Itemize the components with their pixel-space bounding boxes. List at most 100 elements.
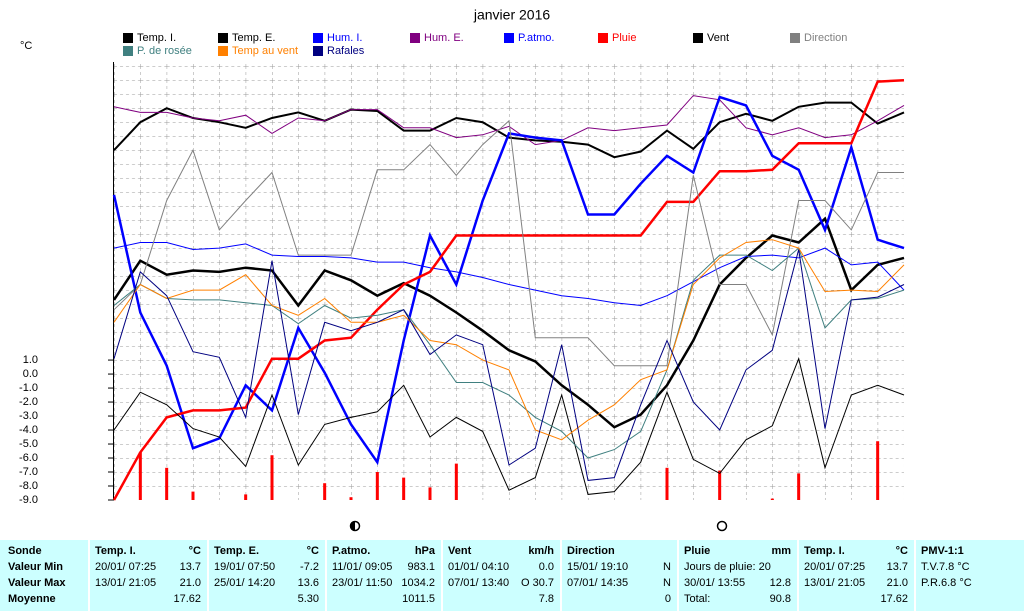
series-line [112, 78, 905, 501]
legend-swatch [504, 33, 514, 43]
legend-label: P.atmo. [518, 32, 555, 44]
group-name: Direction [567, 545, 615, 557]
legend-label: P. de rosée [137, 45, 192, 57]
group-unit: km/h [528, 545, 554, 557]
group-name: Temp. E. [214, 545, 260, 557]
stat-value: T.V.7.8 °C [921, 561, 970, 573]
rain-bar [270, 455, 274, 500]
legend-swatch [123, 33, 133, 43]
stats-group: PMV-1:1 T.V.7.8 °C P.R.6.8 °C [914, 540, 1024, 611]
stat-value: 1034.2 [401, 577, 435, 589]
rain-bar [402, 477, 406, 500]
y-tick-label: -3.0 [19, 410, 38, 422]
stat-value: 5.30 [297, 593, 319, 605]
group-unit: mm [771, 545, 791, 557]
rain-bar [454, 463, 458, 500]
series-line [113, 249, 905, 481]
y-tick-label: -5.0 [19, 438, 38, 450]
chart-title: janvier 2016 [473, 7, 550, 23]
legend-swatch [790, 33, 800, 43]
series-line [113, 242, 905, 307]
rain-bar [244, 494, 248, 500]
stat-value: 25/01/ 14:20 [214, 577, 276, 589]
series-line [113, 101, 905, 159]
stats-group: Pluie mm Jours de pluie: 20 30/01/ 13:55 12.… [677, 540, 797, 611]
group-name: Vent [448, 545, 472, 557]
stat-value: N [663, 561, 671, 573]
stat-value: 21.0 [179, 577, 201, 589]
rain-bar [665, 467, 669, 500]
stats-table: Sonde Valeur Min Valeur Max Moyenne Temp. I.… [0, 540, 1024, 611]
y-tick-label: -6.0 [19, 452, 38, 464]
rain-bar [323, 483, 327, 500]
row-label: Sonde [8, 545, 42, 557]
y-tick-label: -1.0 [19, 382, 38, 394]
legend-swatch [218, 33, 228, 43]
legend-label: Rafales [327, 45, 365, 57]
legend-label: Pluie [612, 32, 636, 44]
stat-value: 15/01/ 19:10 [567, 561, 629, 573]
legend-swatch [598, 33, 608, 43]
legend-label: Temp. I. [137, 32, 176, 44]
stat-value: 11/01/ 09:05 [332, 561, 393, 573]
stat-value: 17.62 [880, 593, 908, 605]
legend-swatch [218, 46, 228, 56]
legend-swatch [693, 33, 703, 43]
stat-value: 13/01/ 21:05 [95, 577, 157, 589]
row-label: Moyenne [8, 593, 56, 605]
group-name: Temp. I. [95, 545, 136, 557]
stat-value: O 30.7 [520, 577, 554, 589]
y-tick-label: -4.0 [19, 424, 38, 436]
stat-value: N [663, 577, 671, 589]
stat-value: 983.1 [407, 561, 435, 573]
series-line [113, 357, 905, 495]
stats-group: Temp. E. °C 19/01/ 07:50 -7.2 25/01/ 14:20 13… [207, 540, 325, 611]
series-line [113, 239, 905, 441]
legend-swatch [123, 46, 133, 56]
stat-value: 19/01/ 07:50 [214, 561, 276, 573]
legend-label: Temp. E. [232, 32, 275, 44]
rain-bar [138, 452, 142, 500]
stats-group: Temp. I. °C 20/01/ 07:25 13.7 13/01/ 21:05 21… [797, 540, 914, 611]
series-line [112, 216, 905, 429]
legend-label: Temp au vent [232, 45, 298, 57]
y-tick-label: -8.0 [19, 480, 38, 492]
stats-group: Temp. I. °C 20/01/ 07:25 13.7 13/01/ 21:05 21… [88, 540, 207, 611]
group-name: P.atmo. [332, 545, 371, 557]
stats-group: Direction 15/01/ 19:10 N 07/01/ 14:35 N 0 [560, 540, 677, 611]
stat-value: 7.8 [538, 593, 554, 605]
stat-value: 12.8 [769, 577, 791, 589]
grid [114, 62, 904, 500]
stat-value: 90.8 [769, 593, 791, 605]
stat-value: 13.7 [179, 561, 201, 573]
chart: janvier 2016 °C -9.0 -8.0 -7.0 -6.0 -5.0 -4.0… [19, 7, 905, 532]
stats-group: P.atmo. hPa 11/01/ 09:05 983.1 23/01/ 11:50 1… [325, 540, 441, 611]
stat-value: Jours de pluie: 20 [684, 561, 771, 573]
rain-bar [428, 487, 432, 500]
stat-value: 20/01/ 07:25 [804, 561, 866, 573]
legend-label: Hum. I. [327, 32, 362, 44]
moon-full [716, 520, 728, 532]
series-line [113, 247, 905, 459]
stat-value: 01/01/ 04:10 [448, 561, 510, 573]
legend-label: Direction [804, 32, 847, 44]
legend-swatch [410, 33, 420, 43]
rain-bar [718, 470, 722, 500]
row-label: Valeur Min [8, 561, 64, 573]
stat-value: 0 [664, 593, 671, 605]
group-name: PMV-1:1 [921, 545, 964, 557]
y-tick-label: -7.0 [19, 466, 38, 478]
stat-value: -7.2 [300, 561, 319, 573]
stat-value: 20/01/ 07:25 [95, 561, 157, 573]
row-label: Valeur Max [8, 577, 66, 589]
group-name: Pluie [684, 545, 711, 557]
group-unit: °C [306, 545, 319, 557]
legend-swatch [313, 33, 323, 43]
stat-value: 23/01/ 11:50 [332, 577, 393, 589]
stat-value: 13.7 [886, 561, 908, 573]
y-tick-label: -2.0 [19, 396, 38, 408]
stat-value: 07/01/ 14:35 [567, 577, 629, 589]
y-tick-label: -9.0 [19, 494, 38, 506]
rain-bar [797, 473, 801, 500]
